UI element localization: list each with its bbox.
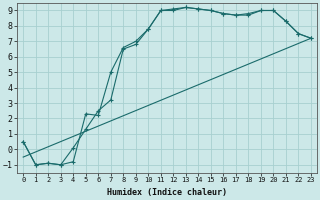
X-axis label: Humidex (Indice chaleur): Humidex (Indice chaleur) [107, 188, 227, 197]
